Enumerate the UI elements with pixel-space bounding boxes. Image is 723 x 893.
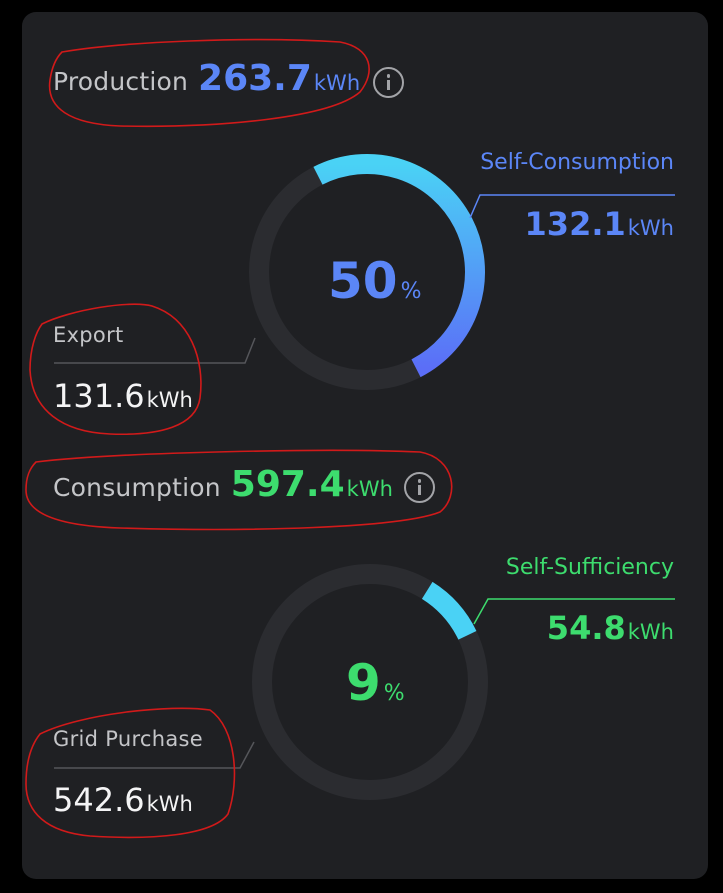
grid-purchase-amount: 542.6 kWh [53, 781, 193, 819]
self-sufficiency-track [252, 564, 488, 800]
consumption-unit: kWh [346, 477, 393, 501]
self-consumption-label: Self-Consumption [480, 150, 674, 175]
consumption-info-icon[interactable] [404, 472, 435, 503]
export-amount: 131.6 kWh [53, 377, 193, 415]
self-consumption-percent: 50 % [328, 252, 422, 310]
self-sufficiency-percent: 9 % [346, 654, 405, 712]
production-info-icon[interactable] [373, 67, 404, 98]
grid-purchase-label: Grid Purchase [53, 727, 204, 751]
consumption-value: 597.4 [230, 464, 345, 505]
self-consumption-amount: 132.1 kWh [524, 205, 674, 243]
export-label: Export [53, 323, 124, 347]
consumption-header: Consumption 597.4 kWh [53, 464, 393, 505]
self-sufficiency-label: Self-Sufficiency [505, 555, 674, 580]
consumption-label: Consumption [53, 473, 221, 502]
self-sufficiency-leader-line [473, 598, 675, 625]
self-consumption-leader-line [469, 194, 675, 219]
self-sufficiency-amount: 54.8 kWh [546, 609, 674, 647]
self-consumption-arc [313, 154, 485, 378]
self-sufficiency-arc [421, 581, 477, 640]
